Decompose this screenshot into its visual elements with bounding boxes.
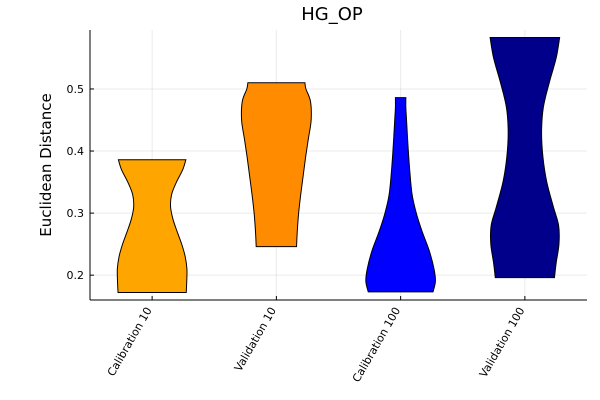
violin-1 xyxy=(240,82,312,248)
y-tick-label: 0.5 xyxy=(67,83,85,96)
y-axis-ticks: 0.2 0.3 0.4 0.5 xyxy=(67,83,94,282)
violin-3 xyxy=(489,36,561,279)
y-tick-label: 0.3 xyxy=(67,207,85,220)
chart-title: HG_OP xyxy=(301,4,363,25)
x-tick-label: Validation 10 xyxy=(232,305,279,374)
x-tick-label: Calibration 10 xyxy=(105,305,155,378)
violins xyxy=(116,36,561,294)
y-tick-label: 0.4 xyxy=(67,145,85,158)
y-axis-label: Euclidean Distance xyxy=(37,93,55,236)
x-axis-ticks: Calibration 10 Validation 10 Calibration 1… xyxy=(105,296,528,385)
violin-2 xyxy=(365,97,436,293)
x-tick-label: Calibration 100 xyxy=(350,305,403,385)
x-tick-label: Validation 100 xyxy=(477,305,528,380)
violin-0 xyxy=(116,159,188,294)
y-tick-label: 0.2 xyxy=(67,269,85,282)
